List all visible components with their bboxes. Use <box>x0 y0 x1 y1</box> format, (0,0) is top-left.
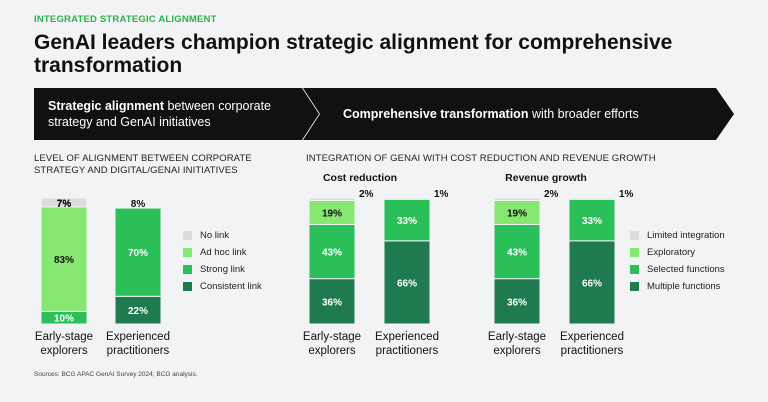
category-label: Experienced <box>106 331 170 343</box>
legend-label: Multiple functions <box>647 281 721 292</box>
banner-left-text: Strategic alignment between corporate st… <box>48 98 298 130</box>
banner-right-rest: with broader efforts <box>528 107 639 121</box>
data-label: 7% <box>57 198 72 209</box>
legend-label: Exploratory <box>647 247 696 258</box>
legend-swatch <box>630 231 639 240</box>
bar-segment-limited-integration <box>568 197 616 200</box>
bar-segment-selected-functions <box>493 223 541 280</box>
bar-segment-limited-integration <box>308 197 356 202</box>
legend-item-consistent-link: Consistent link <box>183 278 262 295</box>
data-label: 66% <box>397 278 417 289</box>
legend-item-exploratory: Exploratory <box>630 244 725 261</box>
bar-segment-no-link <box>40 197 88 208</box>
legend-swatch <box>183 231 192 240</box>
bar-segment-multiple-functions <box>568 240 616 325</box>
data-label: 83% <box>54 255 74 266</box>
left-legend: No link Ad hoc link Strong link Consiste… <box>183 227 262 295</box>
side-data-label: 1% <box>619 189 634 200</box>
left-section-title: LEVEL OF ALIGNMENT BETWEEN CORPORATE STR… <box>34 153 252 176</box>
side-data-label: 2% <box>359 189 374 200</box>
legend-label: Strong link <box>200 264 245 275</box>
category-label: Experienced <box>560 331 624 343</box>
category-label: explorers <box>308 345 356 357</box>
legend-swatch <box>183 248 192 257</box>
legend-label: Ad hoc link <box>200 247 247 258</box>
bar-segment-multiple-functions <box>383 240 431 325</box>
banner-left-rest: between corporate strategy and GenAI ini… <box>48 99 272 129</box>
data-label: 66% <box>582 278 602 289</box>
data-label: 70% <box>128 248 148 259</box>
data-label: 33% <box>397 216 417 227</box>
legend-item-multiple-functions: Multiple functions <box>630 278 725 295</box>
legend-swatch <box>630 282 639 291</box>
legend-item-selected-functions: Selected functions <box>630 261 725 278</box>
data-label: 10% <box>54 314 74 325</box>
revenue-growth-title: Revenue growth <box>505 172 587 184</box>
category-label: explorers <box>40 345 88 357</box>
right-section-title: INTEGRATION OF GENAI WITH COST REDUCTION… <box>306 153 656 164</box>
banner-comprehensive-transformation: Comprehensive transformation with broade… <box>303 88 734 140</box>
data-label: 22% <box>128 306 148 317</box>
category-label: practitioners <box>561 345 624 357</box>
category-label: Early-stage <box>35 331 93 343</box>
banner-right-shape <box>303 88 734 140</box>
legend-swatch <box>183 282 192 291</box>
page-title: GenAI leaders champion strategic alignme… <box>34 31 673 77</box>
source-note: Sources: BCG APAC GenAI Survey 2024; BCG… <box>34 371 198 378</box>
banner-right-text: Comprehensive transformation with broade… <box>343 106 723 122</box>
category-label: practitioners <box>376 345 439 357</box>
category-label: explorers <box>493 345 541 357</box>
top-data-label: 8% <box>131 199 146 210</box>
banner-strategic-alignment: Strategic alignment between corporate st… <box>34 88 319 140</box>
eyebrow-label: INTEGRATED STRATEGIC ALIGNMENT <box>34 14 217 25</box>
banner-right-bold: Comprehensive transformation <box>343 107 529 121</box>
cost-reduction-title: Cost reduction <box>322 172 398 184</box>
side-data-label: 1% <box>434 189 449 200</box>
side-data-label: 2% <box>544 189 559 200</box>
bar-segment-limited-integration <box>383 197 431 200</box>
data-label: 19% <box>507 208 527 219</box>
right-legend: Limited integration Exploratory Selected… <box>630 227 725 295</box>
banner-left-bold: Strategic alignment <box>48 99 164 113</box>
legend-swatch <box>630 248 639 257</box>
data-label: 36% <box>322 297 342 308</box>
category-label: practitioners <box>107 345 170 357</box>
data-label: 36% <box>507 297 527 308</box>
category-label: Early-stage <box>303 331 361 343</box>
legend-swatch <box>183 265 192 274</box>
top-data-label: 7% <box>57 199 72 210</box>
legend-label: No link <box>200 230 230 241</box>
data-label: 19% <box>322 208 342 219</box>
legend-label: Selected functions <box>647 264 725 275</box>
legend-item-no-link: No link <box>183 227 262 244</box>
bar-segment-strong-link <box>114 207 162 297</box>
banner-left-shape <box>34 88 319 140</box>
bar-segment-selected-functions <box>568 198 616 242</box>
bar-segment-multiple-functions <box>308 278 356 325</box>
legend-label: Limited integration <box>647 230 725 241</box>
bar-segment-consistent-link <box>114 295 162 325</box>
category-label: Early-stage <box>488 331 546 343</box>
data-label: 43% <box>322 248 342 259</box>
bar-segment-ad-hoc-link <box>40 206 88 312</box>
bar-segment-multiple-functions <box>493 278 541 325</box>
legend-item-strong-link: Strong link <box>183 261 262 278</box>
legend-label: Consistent link <box>200 281 262 292</box>
bar-segment-limited-integration <box>493 197 541 202</box>
legend-item-limited-integration: Limited integration <box>630 227 725 244</box>
legend-swatch <box>630 265 639 274</box>
category-label: Experienced <box>375 331 439 343</box>
data-label: 33% <box>582 216 602 227</box>
data-label: 43% <box>507 248 527 259</box>
legend-item-ad-hoc-link: Ad hoc link <box>183 244 262 261</box>
